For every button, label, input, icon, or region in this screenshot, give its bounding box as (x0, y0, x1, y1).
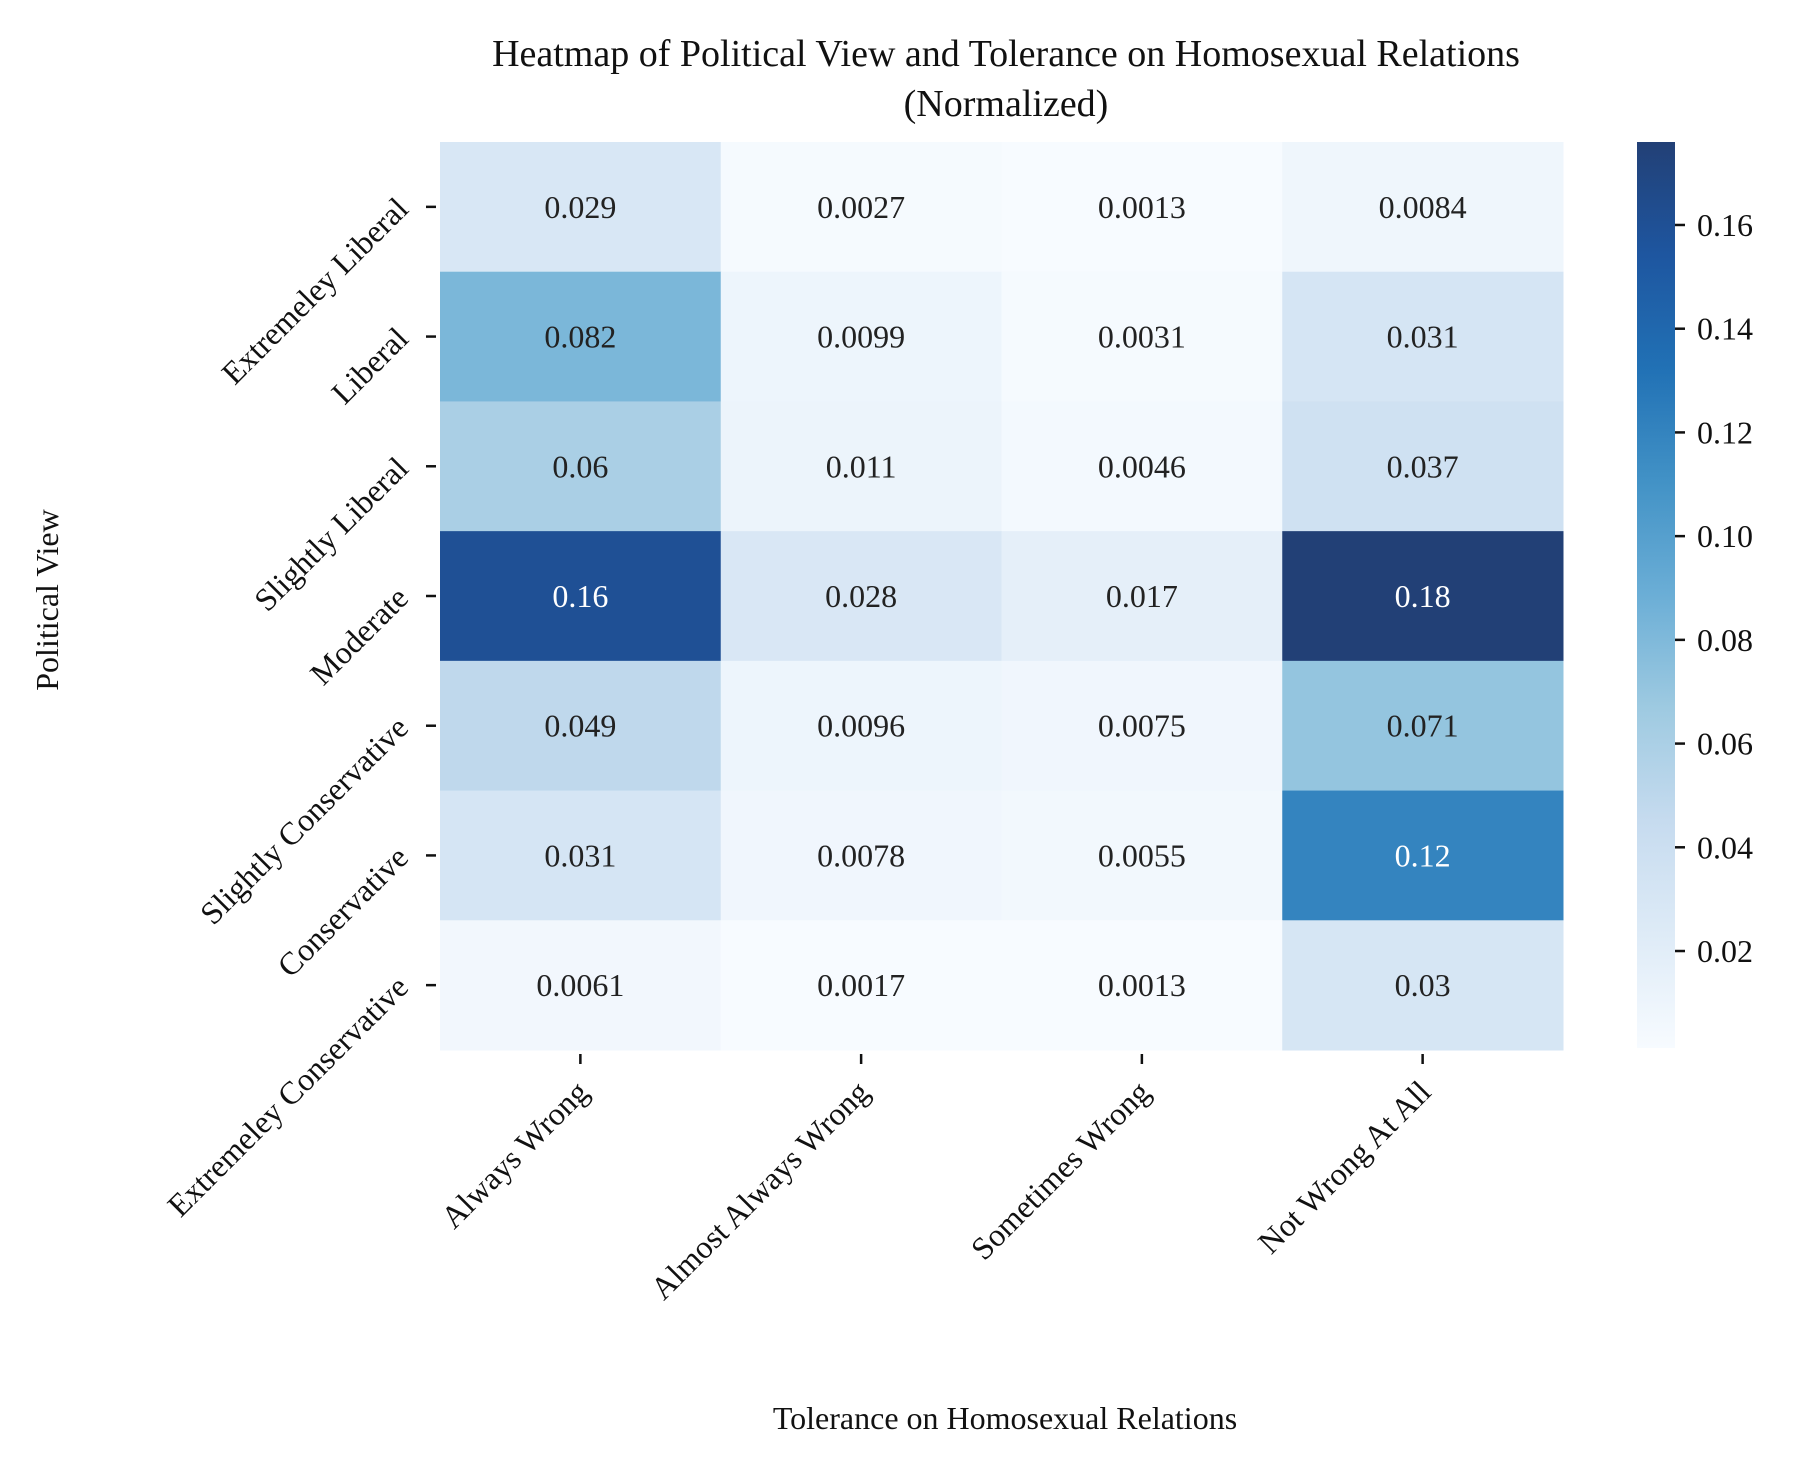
cell-value-label: 0.03 (1395, 967, 1451, 1003)
heatmap-cell (720, 920, 1002, 1051)
cell-value-label: 0.0084 (1379, 189, 1467, 225)
cell-value-label: 0.082 (544, 319, 616, 355)
heatmap-cell (1282, 660, 1564, 792)
heatmap-cell (440, 790, 722, 921)
heatmap-cell (1001, 271, 1283, 402)
cell-value-label: 0.0078 (817, 837, 905, 873)
heatmap-cell (440, 142, 722, 273)
colorbar-tick-label: 0.12 (1697, 414, 1753, 450)
heatmap-cell (440, 660, 722, 792)
cell-value-label: 0.011 (826, 448, 897, 484)
heatmap-cell (1282, 142, 1564, 273)
cell-value-label: 0.0046 (1098, 448, 1186, 484)
y-tick-label: Conservative (270, 839, 415, 984)
heatmap-cell-labels: 0.029 0.0027 0.0013 0.0084 0.082 0.0099 0.0031… (536, 189, 1466, 1003)
colorbar-tick-label: 0.04 (1697, 829, 1753, 865)
colorbar-tick-label: 0.06 (1697, 726, 1753, 762)
heatmap-cell (1282, 920, 1564, 1051)
x-axis-label: Tolerance on Homosexual Relations (773, 1400, 1237, 1436)
cell-value-label: 0.0017 (817, 967, 905, 1003)
cell-value-label: 0.031 (1387, 319, 1459, 355)
cell-value-label: 0.028 (825, 578, 897, 614)
cell-value-label: 0.16 (552, 578, 608, 614)
cell-value-label: 0.0055 (1098, 837, 1186, 873)
cell-value-label: 0.0013 (1098, 189, 1186, 225)
heatmap-cell (1282, 271, 1564, 402)
heatmap-cell (440, 401, 722, 532)
heatmap-cell (1001, 142, 1283, 273)
y-tick-label: Moderate (303, 579, 415, 691)
heatmap-cell (440, 920, 722, 1051)
colorbar-tick-label: 0.10 (1697, 518, 1753, 554)
cell-value-label: 0.071 (1387, 708, 1459, 744)
y-tick-label: Slightly Conservative (193, 709, 415, 931)
x-axis-ticks: Always Wrong Almost Always Wrong Sometimes… (434, 1054, 1438, 1306)
heatmap-cell (1282, 790, 1564, 921)
heatmap-cell (720, 401, 1002, 532)
cell-value-label: 0.037 (1387, 448, 1459, 484)
chart-title: Heatmap of Political View and Tolerance … (492, 33, 1520, 75)
cell-value-label: 0.0061 (536, 967, 624, 1003)
cell-value-label: 0.031 (544, 837, 616, 873)
colorbar-tick-label: 0.16 (1697, 207, 1753, 243)
heatmap-cell (440, 531, 722, 662)
x-tick-label: Always Wrong (434, 1073, 596, 1235)
heatmap-cells (440, 142, 1564, 1051)
cell-value-label: 0.0031 (1098, 319, 1186, 355)
cell-value-label: 0.0096 (817, 708, 905, 744)
heatmap-cell (720, 271, 1002, 402)
cell-value-label: 0.12 (1395, 837, 1451, 873)
heatmap-cell (720, 660, 1002, 792)
cell-value-label: 0.017 (1106, 578, 1178, 614)
x-tick-label: Not Wrong At All (1251, 1073, 1438, 1260)
heatmap-cell (720, 142, 1002, 273)
heatmap-cell (720, 790, 1002, 921)
x-tick-label: Sometimes Wrong (964, 1073, 1157, 1266)
cell-value-label: 0.029 (544, 189, 616, 225)
heatmap-cell (1282, 401, 1564, 532)
x-tick-label: Almost Always Wrong (643, 1073, 876, 1306)
heatmap-cell (440, 271, 722, 402)
colorbar (1637, 142, 1675, 1048)
colorbar-tick-label: 0.02 (1697, 933, 1753, 969)
cell-value-label: 0.0075 (1098, 708, 1186, 744)
heatmap-cell (1001, 790, 1283, 921)
heatmap-cell (1001, 401, 1283, 532)
heatmap-cell (1282, 531, 1564, 662)
heatmap-cell (1001, 531, 1283, 662)
cell-value-label: 0.0099 (817, 319, 905, 355)
y-tick-label: Liberal (324, 320, 415, 411)
chart-subtitle: (Normalized) (904, 83, 1109, 125)
cell-value-label: 0.18 (1395, 578, 1451, 614)
heatmap-cell (1001, 920, 1283, 1051)
cell-value-label: 0.049 (544, 708, 616, 744)
heatmap-cell (1001, 660, 1283, 792)
heatmap-cell (720, 531, 1002, 662)
y-tick-label: Extremeley Conservative (160, 969, 415, 1224)
colorbar-ticks: 0.02 0.04 0.06 0.08 0.10 0.12 0.14 0.16 (1675, 207, 1753, 969)
cell-value-label: 0.06 (552, 448, 608, 484)
colorbar-tick-label: 0.08 (1697, 622, 1753, 658)
cell-value-label: 0.0013 (1098, 967, 1186, 1003)
cell-value-label: 0.0027 (817, 189, 905, 225)
colorbar-tick-label: 0.14 (1697, 311, 1753, 347)
y-axis-label: Political View (29, 509, 65, 690)
